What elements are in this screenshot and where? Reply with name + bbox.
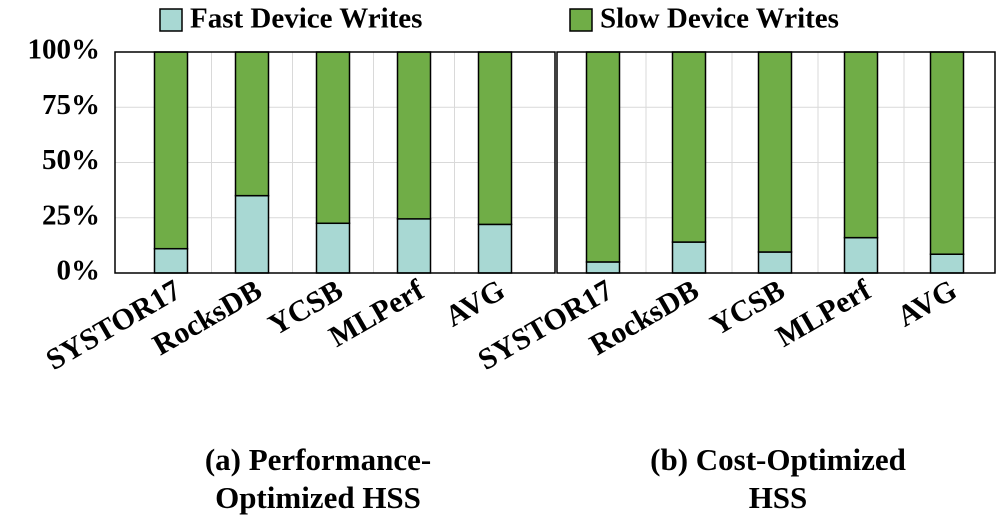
plot-frame xyxy=(114,51,556,274)
bar-segment xyxy=(153,51,189,250)
bar-segment xyxy=(757,51,793,253)
subplot-caption: HSS xyxy=(749,480,808,515)
bar-segment xyxy=(477,223,513,274)
bar-segment xyxy=(843,236,879,274)
bar-segment xyxy=(929,253,965,274)
plot-frame xyxy=(556,51,996,274)
bar-segment xyxy=(843,51,879,239)
bar-segment xyxy=(929,51,965,255)
bar-segment xyxy=(153,247,189,274)
bar-segment xyxy=(234,194,270,274)
subplot-caption: Optimized HSS xyxy=(215,480,421,515)
bar-segment xyxy=(671,51,707,243)
x-tick-label: MLPerf xyxy=(324,273,431,354)
bar-segment xyxy=(315,51,351,225)
bar-segment xyxy=(671,241,707,274)
bar-segment xyxy=(234,51,270,197)
x-tick-label: AVG xyxy=(892,273,963,333)
bar-segment xyxy=(396,218,432,274)
y-tick-label: 75% xyxy=(42,89,100,121)
legend-label: Fast Device Writes xyxy=(190,3,422,35)
subplot-caption: (b) Cost-Optimized xyxy=(650,442,906,477)
bar-segment xyxy=(585,51,621,263)
legend-swatch xyxy=(569,8,593,32)
x-tick-label: AVG xyxy=(440,273,511,333)
legend-swatch xyxy=(159,8,183,32)
x-tick-label: MLPerf xyxy=(771,273,878,354)
y-tick-label: 25% xyxy=(42,199,100,231)
y-tick-label: 0% xyxy=(57,255,101,287)
y-tick-label: 50% xyxy=(42,144,100,176)
bar-segment xyxy=(585,261,621,274)
y-tick-label: 100% xyxy=(28,34,101,66)
bar-segment xyxy=(477,51,513,226)
legend-label: Slow Device Writes xyxy=(600,3,839,35)
bar-segment xyxy=(396,51,432,220)
bar-segment xyxy=(315,222,351,274)
subplot-caption: (a) Performance- xyxy=(205,442,431,477)
bar-segment xyxy=(757,251,793,274)
